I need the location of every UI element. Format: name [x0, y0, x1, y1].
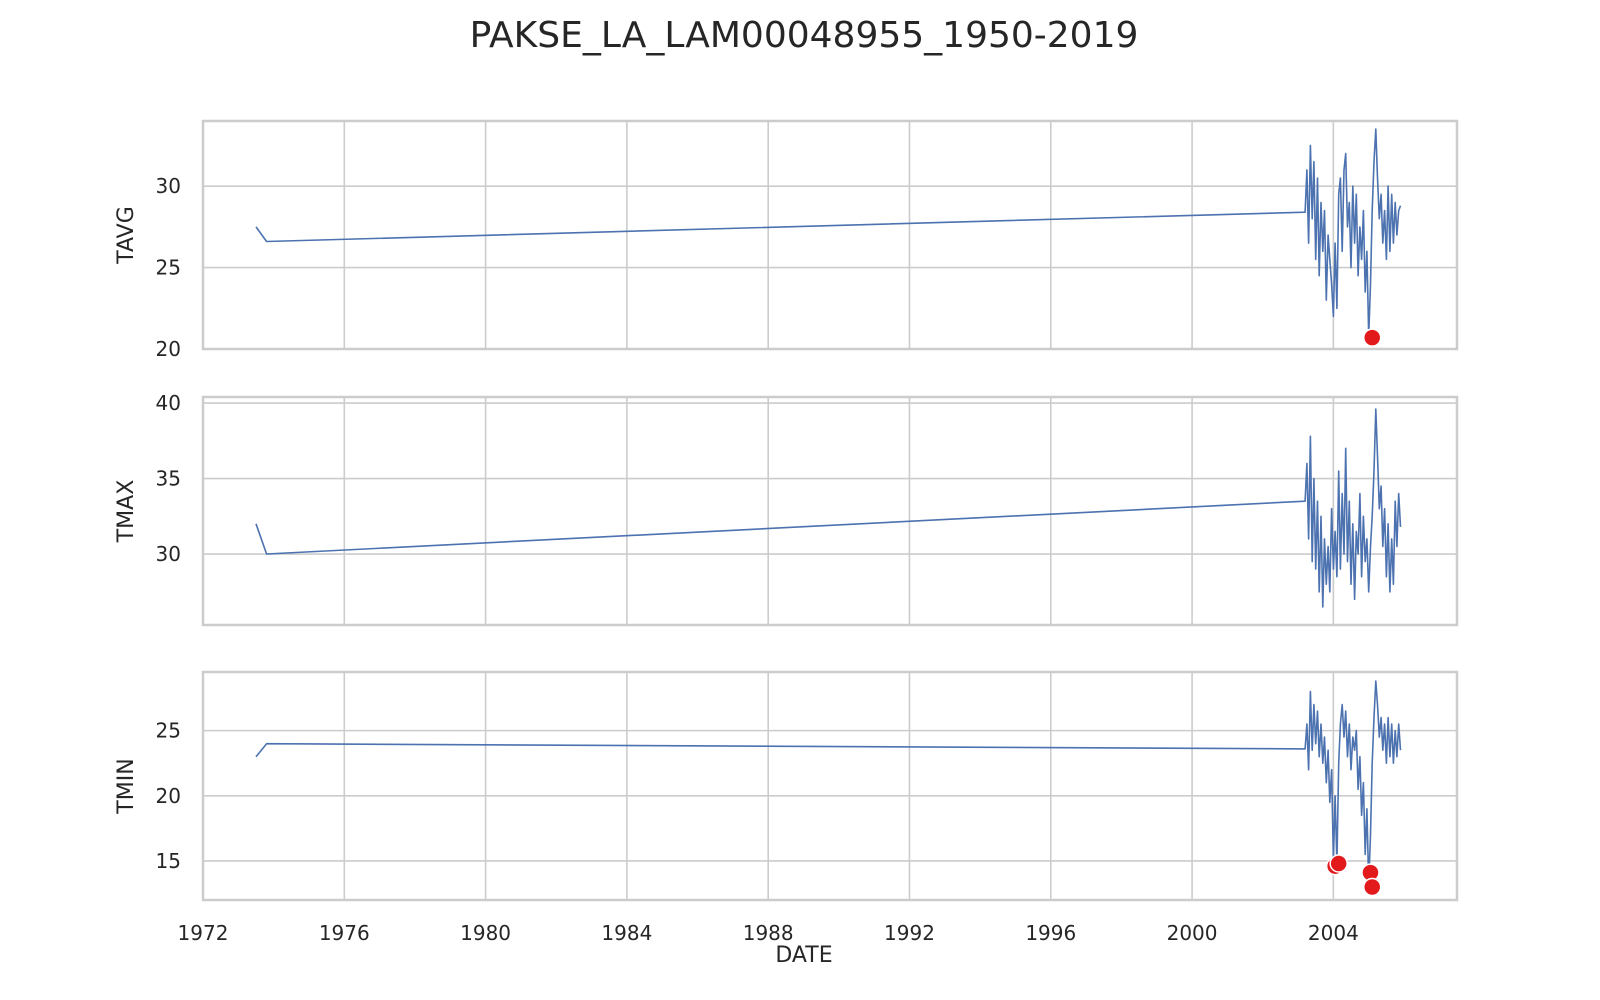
series-line-tavg: [255, 128, 1402, 337]
panels: 20 25 30 TAVG 30 35 40 TMAX 15 20 25 TMIN 1972 1976 19…: [114, 119, 1459, 945]
x-tick-label: 2000: [1167, 921, 1218, 945]
y-tick-label: 20: [156, 784, 181, 808]
x-tick-label: 1984: [601, 921, 652, 945]
x-tick-label: 1992: [884, 921, 935, 945]
axes-frame: [201, 395, 1459, 627]
x-tick-label: 1972: [178, 921, 229, 945]
outlier-point: [1362, 877, 1382, 897]
panel-tmax: 30 35 40 TMAX: [114, 391, 1459, 627]
y-tick-label: 15: [156, 849, 181, 873]
series-line-tmax: [255, 408, 1402, 608]
y-tick-label: 30: [156, 174, 181, 198]
y-axis-label: TMAX: [114, 480, 139, 544]
y-tick-label: 30: [156, 542, 181, 566]
outlier-point: [1329, 854, 1348, 873]
y-tick-label: 25: [156, 719, 181, 743]
chart-title: PAKSE_LA_LAM00048955_1950-2019: [470, 15, 1139, 56]
x-tick-label: 1980: [460, 921, 511, 945]
y-tick-label: 40: [156, 391, 181, 415]
outlier-point: [1362, 328, 1382, 347]
series-line-tmin: [255, 680, 1402, 886]
y-tick-label: 35: [156, 467, 181, 491]
y-axis-label: TMIN: [114, 758, 139, 814]
x-axis-label: DATE: [775, 943, 832, 968]
y-tick-label: 25: [156, 256, 181, 280]
y-tick-label: 20: [156, 337, 181, 361]
axes-frame: [201, 670, 1459, 902]
panel-tmin: 15 20 25 TMIN 1972 1976 1980 1984 1988 1992 1996 20…: [114, 670, 1459, 945]
x-tick-label: 1996: [1025, 921, 1076, 945]
x-tick-label: 2004: [1308, 921, 1359, 945]
panel-tavg: 20 25 30 TAVG: [114, 119, 1459, 361]
y-axis-label: TAVG: [114, 206, 139, 264]
x-tick-label: 1976: [319, 921, 370, 945]
x-tick-label: 1988: [743, 921, 794, 945]
axes-frame: [201, 119, 1459, 351]
